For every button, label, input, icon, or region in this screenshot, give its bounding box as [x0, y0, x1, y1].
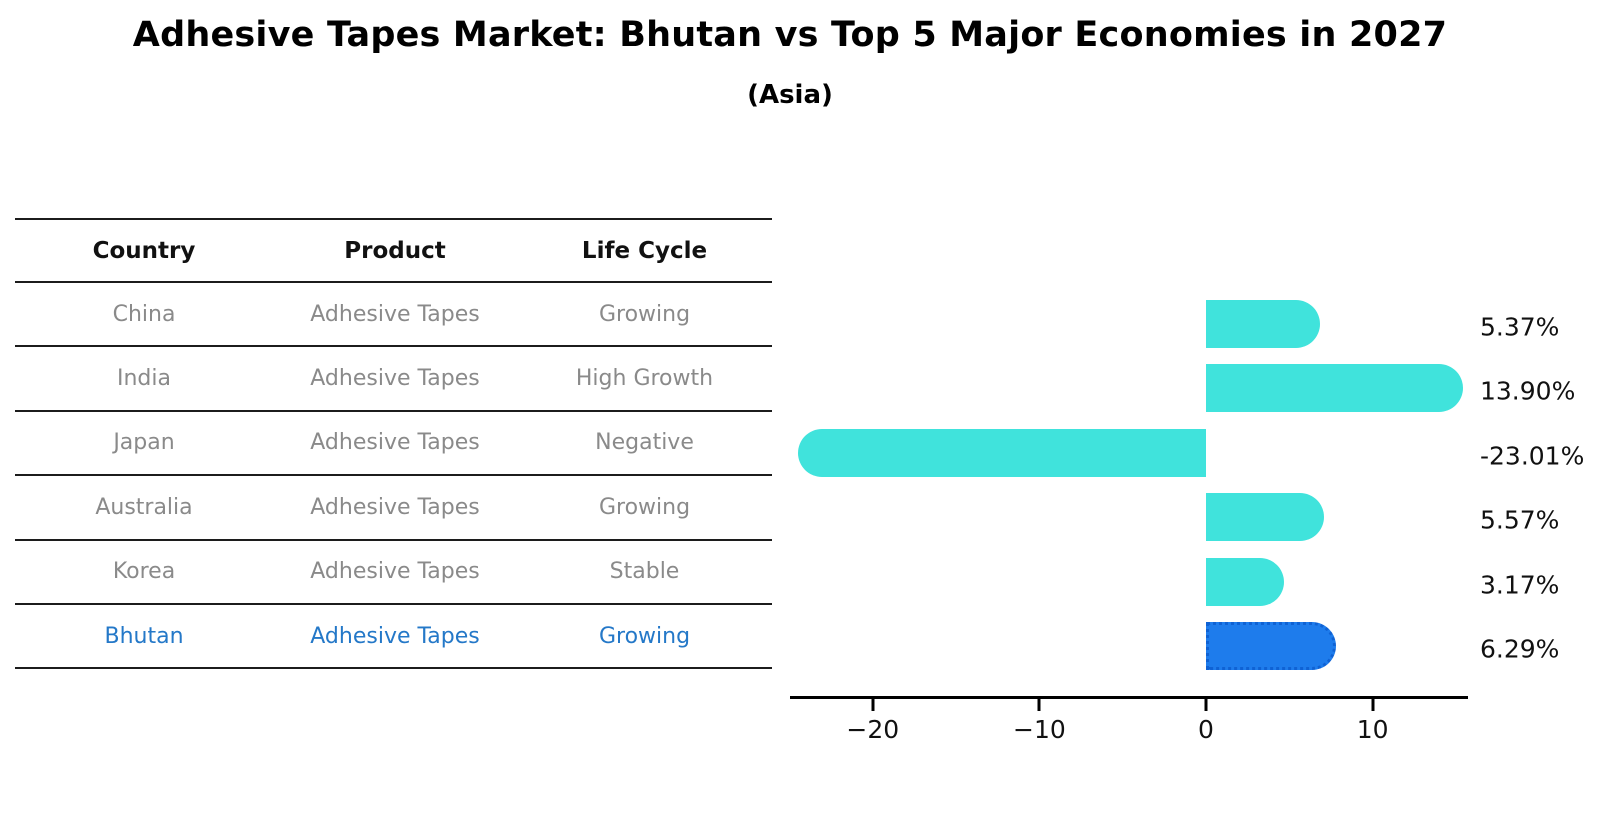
- table-row: Japan Adhesive Tapes Negative: [15, 412, 772, 477]
- x-axis-tick-label: 10: [1356, 715, 1389, 744]
- col-header-country: Country: [92, 237, 196, 264]
- x-axis-tick: [1204, 696, 1208, 711]
- cell-product: Adhesive Tapes: [310, 430, 480, 456]
- x-axis-tick-label: −10: [1013, 715, 1066, 744]
- bar-value-label: 6.29%: [1480, 634, 1560, 664]
- cell-life-cycle: Growing: [598, 301, 691, 327]
- cell-country: Australia: [95, 494, 193, 520]
- bar-india: [1206, 364, 1463, 413]
- cell-country: Korea: [112, 559, 176, 585]
- page-subtitle: (Asia): [747, 80, 833, 110]
- col-header-life-cycle: Life Cycle: [581, 237, 708, 264]
- cell-country: Japan: [113, 430, 175, 456]
- cell-life-cycle: High Growth: [575, 366, 714, 392]
- x-axis-tick: [871, 696, 875, 711]
- table-row: Korea Adhesive Tapes Stable: [15, 541, 772, 605]
- x-axis-tick: [1371, 696, 1375, 711]
- bar-bhutan: [1206, 622, 1336, 670]
- table-row: Australia Adhesive Tapes Growing: [15, 476, 772, 541]
- cell-country: Bhutan: [104, 623, 184, 649]
- cell-product: Adhesive Tapes: [310, 494, 480, 520]
- bar-value-label: -23.01%: [1480, 441, 1585, 471]
- cell-life-cycle: Stable: [609, 559, 680, 585]
- cell-life-cycle: Growing: [598, 623, 691, 649]
- bar-korea: [1206, 557, 1284, 606]
- cell-product: Adhesive Tapes: [310, 301, 480, 327]
- bar-value-label: 5.57%: [1480, 505, 1560, 535]
- x-axis-tick-label: 0: [1198, 715, 1214, 744]
- cell-life-cycle: Growing: [598, 494, 691, 520]
- bar-value-label: 3.17%: [1480, 570, 1560, 600]
- table-row: China Adhesive Tapes Growing: [15, 283, 772, 348]
- bar-value-label: 5.37%: [1480, 312, 1560, 342]
- cell-life-cycle: Negative: [595, 430, 694, 456]
- table-row-bhutan: Bhutan Adhesive Tapes Growing: [15, 605, 772, 670]
- cell-product: Adhesive Tapes: [310, 559, 480, 585]
- table-row: India Adhesive Tapes High Growth: [15, 347, 772, 412]
- cell-product: Adhesive Tapes: [310, 366, 480, 392]
- table-header-row: Country Product Life Cycle: [15, 218, 772, 283]
- bar-value-label: 13.90%: [1480, 376, 1576, 406]
- cell-product: Adhesive Tapes: [310, 623, 480, 649]
- bar-japan: [797, 428, 1206, 477]
- x-axis-tick-label: −20: [846, 715, 900, 744]
- x-axis-tick: [1037, 696, 1041, 711]
- cell-country: India: [117, 366, 171, 392]
- country-table: Country Product Life Cycle China Adhesiv…: [15, 218, 772, 670]
- bar-australia: [1206, 493, 1324, 542]
- cell-country: China: [112, 301, 176, 327]
- bar-china: [1206, 300, 1321, 348]
- x-axis-line: [790, 696, 1468, 699]
- page-title: Adhesive Tapes Market: Bhutan vs Top 5 M…: [132, 15, 1448, 55]
- col-header-product: Product: [344, 237, 446, 264]
